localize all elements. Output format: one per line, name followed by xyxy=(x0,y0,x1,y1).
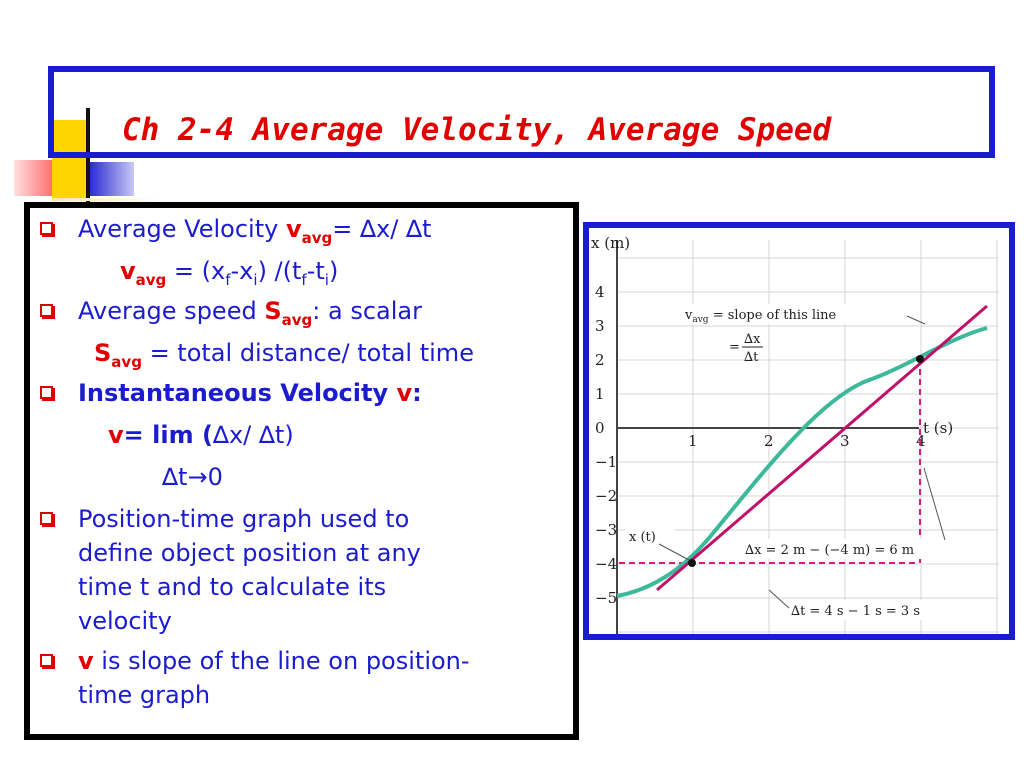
symbol-s: S xyxy=(264,297,282,325)
y-tick-label: −5 xyxy=(595,589,617,607)
point-final xyxy=(916,355,924,363)
annotation-x-of-t: x (t) xyxy=(629,530,656,545)
annotation-leader xyxy=(906,315,926,325)
bullet-icon xyxy=(40,386,53,399)
bullet-icon xyxy=(40,222,53,235)
bullet-average-speed: Average speed Savg: a scalar xyxy=(78,296,422,335)
y-tick-label: 0 xyxy=(595,419,605,437)
subscript-f: f xyxy=(301,270,307,289)
slide-title: Ch 2-4 Average Velocity, Average Speed xyxy=(122,112,832,148)
bullet-icon xyxy=(40,304,53,317)
bullet-icon xyxy=(40,512,53,525)
formula-part: = lim ( xyxy=(123,421,213,449)
bullet-slope: v is slope of the line on position- xyxy=(78,646,470,676)
annotation-equals: = xyxy=(729,340,740,355)
bullet-slope-line2: time graph xyxy=(78,681,211,709)
bullet-position-time-line1: Position-time graph used to xyxy=(78,505,410,533)
annotation-leader xyxy=(658,543,690,561)
x-tick-label: 1 xyxy=(688,432,698,450)
secant-line xyxy=(656,304,988,592)
y-tick-label: 1 xyxy=(595,385,605,403)
annotation-leader xyxy=(923,467,946,541)
decorative-vertical-line xyxy=(86,108,90,218)
colon: : xyxy=(412,379,422,407)
bullet-average-velocity: Average Velocity vavg= ∆x/ ∆t xyxy=(78,214,431,253)
y-tick-label: −1 xyxy=(595,453,617,471)
subscript-avg: avg xyxy=(135,270,167,289)
annotation-delta-x: ∆x = 2 m − (−4 m) = 6 m xyxy=(745,543,914,558)
annotation-denominator: ∆t xyxy=(744,350,759,365)
annotation-bg xyxy=(679,304,907,324)
y-axis-label: x (m) xyxy=(591,234,630,252)
symbol-v: v xyxy=(120,257,136,285)
subscript-i: i xyxy=(324,270,329,289)
formula-part: ) /(t xyxy=(257,257,302,285)
subscript-avg: avg xyxy=(301,228,333,247)
decorative-blue-block xyxy=(90,162,134,196)
y-tick-label: −2 xyxy=(595,487,617,505)
bullet-text: Instantaneous Velocity xyxy=(78,379,397,407)
y-tick-label: 3 xyxy=(595,317,605,335)
y-tick-labels: 4 3 2 1 0 −1 −2 −3 −4 −5 xyxy=(595,283,617,607)
annotation-v: v xyxy=(684,308,693,323)
formula-text: = total distance/ total time xyxy=(141,339,474,367)
annotation-bg xyxy=(625,526,675,544)
symbol-v: v xyxy=(285,215,302,243)
formula-limit-condition: ∆t→0 xyxy=(162,463,223,491)
decorative-horizontal-line xyxy=(52,198,162,201)
bullet-panel: Average Velocity vavg= ∆x/ ∆t vavg = (xf… xyxy=(24,202,579,740)
subscript-f: f xyxy=(225,270,231,289)
subscript-avg: avg xyxy=(281,310,313,329)
y-tick-label: −4 xyxy=(595,555,617,573)
annotation-delta-t: ∆t = 4 s − 1 s = 3 s xyxy=(791,604,920,619)
formula-part: = (x xyxy=(166,257,226,285)
graph-grid xyxy=(616,240,999,634)
annotation-bg xyxy=(787,600,987,620)
subscript-i: i xyxy=(253,270,258,289)
position-curve xyxy=(616,326,988,598)
bullet-text: is slope of the line on position- xyxy=(93,647,470,675)
subscript-avg: avg xyxy=(111,352,142,371)
y-tick-label: −3 xyxy=(595,521,617,539)
point-initial xyxy=(688,559,696,567)
annotation-bg xyxy=(739,539,989,559)
formula-part: -t xyxy=(306,257,325,285)
bullet-text: Average speed xyxy=(78,297,265,325)
formula-savg: Savg = total distance/ total time xyxy=(94,338,474,377)
annotation-text: = slope of this line xyxy=(709,308,837,323)
symbol-v: v xyxy=(78,647,94,675)
decorative-yellow-block xyxy=(52,120,90,198)
formula-limit: v= lim (∆x/ ∆t) xyxy=(108,420,294,450)
x-tick-labels: 1234 xyxy=(688,432,926,450)
annotation-leader xyxy=(768,589,790,609)
position-time-graph: x (m) t (s) 4 3 2 1 0 −1 −2 −3 −4 −5 1 2 3 4 vavg = … xyxy=(591,234,999,634)
formula-part: ) xyxy=(328,257,339,285)
bullet-text: : a scalar xyxy=(312,297,422,325)
annotation-vavg: vavg = slope of this line xyxy=(684,308,837,325)
annotation-sub: avg xyxy=(692,315,708,325)
symbol-s: S xyxy=(94,339,112,367)
bullet-text: Average Velocity xyxy=(78,215,286,243)
x-tick-label: 2 xyxy=(764,432,774,450)
bullet-position-time-line3: time t and to calculate its xyxy=(78,573,387,601)
symbol-v: v xyxy=(108,421,124,449)
bullet-icon xyxy=(40,654,53,667)
formula-vavg: vavg = (xf-xi) /(tf-ti) xyxy=(120,256,338,295)
bullet-position-time-line4: velocity xyxy=(78,607,172,635)
bullet-instantaneous-velocity: Instantaneous Velocity v: xyxy=(78,378,422,408)
x-axis-label: t (s) xyxy=(923,419,953,437)
formula-part: -x xyxy=(230,257,254,285)
annotation-numerator: ∆x xyxy=(744,332,761,347)
x-tick-label: 3 xyxy=(840,432,850,450)
bullet-position-time-line2: define object position at any xyxy=(78,539,421,567)
formula-part: ∆x/ ∆t) xyxy=(212,421,294,449)
formula: = ∆x/ ∆t xyxy=(332,215,432,243)
y-tick-label: 4 xyxy=(595,283,605,301)
y-tick-label: 2 xyxy=(595,351,605,369)
symbol-v: v xyxy=(396,379,413,407)
title-frame xyxy=(48,66,995,158)
